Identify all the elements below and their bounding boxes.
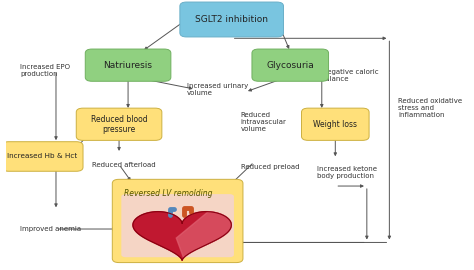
Text: Reduced
intravascular
volume: Reduced intravascular volume	[241, 112, 287, 131]
Text: Weight loss: Weight loss	[313, 120, 357, 129]
Text: SGLT2 inhibition: SGLT2 inhibition	[195, 15, 268, 24]
Text: Glycosuria: Glycosuria	[266, 61, 314, 70]
Text: Increased EPO
production: Increased EPO production	[20, 64, 70, 77]
Polygon shape	[176, 212, 231, 258]
FancyBboxPatch shape	[121, 194, 234, 257]
FancyBboxPatch shape	[180, 2, 283, 37]
FancyBboxPatch shape	[2, 142, 83, 171]
Text: Increased Hb & Hct: Increased Hb & Hct	[7, 153, 78, 160]
Text: Reversed LV remolding: Reversed LV remolding	[125, 189, 213, 198]
Text: Reduced blood
pressure: Reduced blood pressure	[91, 114, 147, 134]
Text: Negative caloric
balance: Negative caloric balance	[322, 69, 378, 82]
Text: Reduced afterload: Reduced afterload	[92, 161, 155, 168]
FancyBboxPatch shape	[252, 49, 328, 81]
FancyBboxPatch shape	[76, 108, 162, 140]
Polygon shape	[133, 212, 231, 260]
FancyBboxPatch shape	[301, 108, 369, 140]
Text: Reduced oxidative
stress and
inflammation: Reduced oxidative stress and inflammatio…	[398, 98, 463, 118]
FancyBboxPatch shape	[112, 179, 243, 263]
FancyBboxPatch shape	[85, 49, 171, 81]
Text: Reduced preload: Reduced preload	[241, 164, 299, 170]
Text: Increased urinary
volume: Increased urinary volume	[187, 83, 248, 96]
Text: Natriuresis: Natriuresis	[103, 61, 153, 70]
Text: Improved anemia: Improved anemia	[20, 226, 81, 232]
Text: Increased ketone
body production: Increased ketone body production	[317, 166, 377, 179]
